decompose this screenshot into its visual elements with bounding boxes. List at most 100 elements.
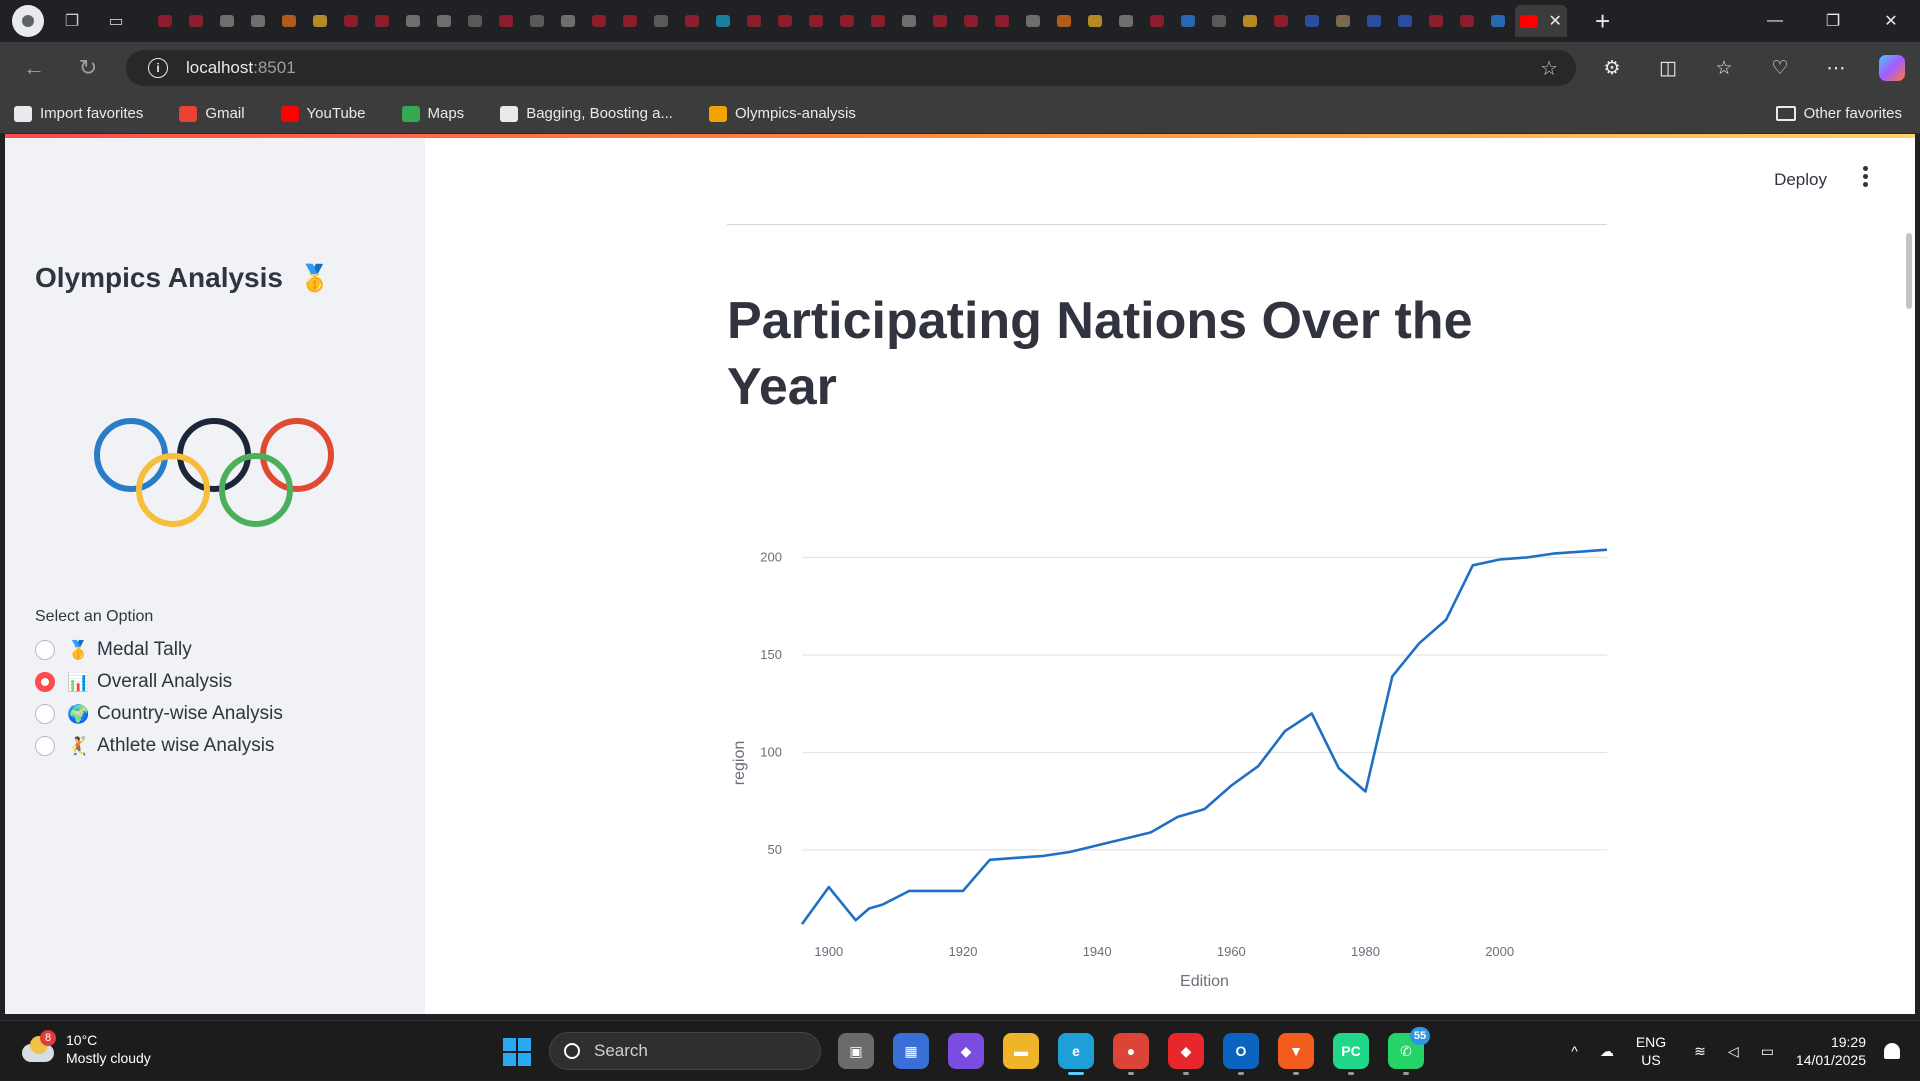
browser-tab-5[interactable]: [307, 10, 333, 32]
other-favorites[interactable]: Other favorites: [1775, 105, 1902, 122]
browser-tab-4[interactable]: [276, 10, 302, 32]
notification-bell-icon[interactable]: [1884, 1043, 1900, 1059]
participating-nations-chart[interactable]: 50 100 150 200 1900 1920 1940 1960 1980 2000 Editi…: [727, 518, 1627, 998]
data-point[interactable]: [1525, 556, 1529, 560]
anydesk-icon[interactable]: ◆: [1168, 1033, 1204, 1075]
data-point[interactable]: [1149, 830, 1153, 834]
data-point[interactable]: [1042, 854, 1046, 858]
browser-tab-10[interactable]: [462, 10, 488, 32]
browser-tab-0[interactable]: [152, 10, 178, 32]
new-tab-button[interactable]: +: [1595, 5, 1611, 36]
site-info-icon[interactable]: i: [148, 58, 168, 78]
radio-button[interactable]: [35, 640, 55, 660]
browser-tab-43[interactable]: [1485, 10, 1511, 32]
store-icon[interactable]: ▦: [893, 1033, 929, 1069]
back-arrow-icon[interactable]: ←: [23, 55, 45, 80]
data-point[interactable]: [1471, 563, 1475, 567]
bookmark-1[interactable]: Gmail: [179, 105, 245, 122]
radio-button[interactable]: [35, 672, 55, 692]
browser-tab-11[interactable]: [493, 10, 519, 32]
data-point[interactable]: [1310, 712, 1314, 716]
data-point[interactable]: [854, 918, 858, 922]
data-point[interactable]: [1498, 557, 1502, 561]
data-point[interactable]: [1605, 548, 1609, 552]
brave-icon[interactable]: ▼: [1278, 1033, 1314, 1075]
browser-tab-16[interactable]: [648, 10, 674, 32]
radio-option-medal-tally[interactable]: 🥇 Medal Tally: [35, 634, 283, 666]
bookmark-3[interactable]: Maps: [401, 105, 464, 122]
browser-tab-9[interactable]: [431, 10, 457, 32]
data-point[interactable]: [1390, 674, 1394, 678]
restore-button[interactable]: ❐: [1825, 13, 1841, 30]
language-indicator[interactable]: ENG US: [1635, 1034, 1667, 1068]
radio-option-overall-analysis[interactable]: 📊 Overall Analysis: [35, 666, 283, 698]
browser-tab-19[interactable]: [741, 10, 767, 32]
data-point[interactable]: [1068, 850, 1072, 854]
data-point[interactable]: [881, 903, 885, 907]
whatsapp-icon[interactable]: ✆ 55: [1388, 1027, 1430, 1075]
browser-essentials-icon[interactable]: ♡: [1771, 57, 1789, 79]
profile-avatar-icon[interactable]: [12, 5, 44, 37]
pycharm-icon[interactable]: PC: [1333, 1033, 1369, 1075]
url-text[interactable]: localhost:8501: [186, 58, 296, 77]
browser-tab-18[interactable]: [710, 10, 736, 32]
favorite-star-icon[interactable]: ☆: [1540, 57, 1558, 80]
data-point[interactable]: [867, 907, 871, 911]
file-explorer-icon[interactable]: ▬: [1003, 1033, 1039, 1069]
extensions-icon[interactable]: ⚙: [1603, 57, 1621, 79]
windows-start-icon[interactable]: [503, 1038, 531, 1066]
workspaces-icon[interactable]: ❐: [64, 13, 80, 30]
browser-tab-7[interactable]: [369, 10, 395, 32]
browser-tab-25[interactable]: [927, 10, 953, 32]
wifi-icon[interactable]: ≋: [1694, 1042, 1706, 1059]
active-tab[interactable]: ✕: [1515, 5, 1567, 37]
browser-tab-23[interactable]: [865, 10, 891, 32]
bookmark-2[interactable]: YouTube: [280, 105, 366, 122]
browser-tab-12[interactable]: [524, 10, 550, 32]
taskbar-search[interactable]: Search: [549, 1032, 821, 1070]
data-point[interactable]: [1444, 618, 1448, 622]
browser-tab-20[interactable]: [772, 10, 798, 32]
browser-tab-13[interactable]: [555, 10, 581, 32]
bookmark-4[interactable]: Bagging, Boosting a...: [500, 105, 673, 122]
browser-tab-27[interactable]: [989, 10, 1015, 32]
weather-widget[interactable]: 8 10°C Mostly cloudy: [22, 1030, 151, 1067]
browser-tab-40[interactable]: [1392, 10, 1418, 32]
browser-tab-2[interactable]: [214, 10, 240, 32]
browser-tab-24[interactable]: [896, 10, 922, 32]
data-point[interactable]: [1176, 815, 1180, 819]
browser-tab-33[interactable]: [1175, 10, 1201, 32]
browser-tab-1[interactable]: [183, 10, 209, 32]
data-point[interactable]: [1015, 856, 1019, 860]
browser-tab-8[interactable]: [400, 10, 426, 32]
browser-tab-14[interactable]: [586, 10, 612, 32]
data-point[interactable]: [988, 858, 992, 862]
task-view-icon[interactable]: ▣: [838, 1033, 874, 1069]
browser-tab-29[interactable]: [1051, 10, 1077, 32]
scrollbar-thumb[interactable]: [1906, 233, 1912, 309]
browser-tab-21[interactable]: [803, 10, 829, 32]
data-point[interactable]: [1256, 764, 1260, 768]
browser-tab-42[interactable]: [1454, 10, 1480, 32]
browser-tab-34[interactable]: [1206, 10, 1232, 32]
browser-tab-15[interactable]: [617, 10, 643, 32]
series-line[interactable]: [800, 548, 1608, 925]
data-point[interactable]: [1578, 550, 1582, 554]
radio-option-athlete-wise-analysis[interactable]: 🤾 Athlete wise Analysis: [35, 730, 283, 762]
browser-tab-36[interactable]: [1268, 10, 1294, 32]
data-point[interactable]: [907, 889, 911, 893]
data-point[interactable]: [1337, 766, 1341, 770]
data-point[interactable]: [800, 922, 804, 926]
radio-button[interactable]: [35, 736, 55, 756]
data-point[interactable]: [1203, 807, 1207, 811]
chevron-up-icon[interactable]: ^: [1571, 1043, 1578, 1059]
browser-tab-31[interactable]: [1113, 10, 1139, 32]
browser-tab-38[interactable]: [1330, 10, 1356, 32]
split-screen-icon[interactable]: ◫: [1659, 57, 1677, 79]
browser-tab-37[interactable]: [1299, 10, 1325, 32]
refresh-icon[interactable]: ↻: [78, 55, 98, 80]
data-point[interactable]: [1283, 729, 1287, 733]
data-point[interactable]: [1551, 552, 1555, 556]
deploy-button[interactable]: Deploy: [1774, 170, 1827, 189]
onedrive-cloud-icon[interactable]: ☁: [1599, 1042, 1614, 1059]
